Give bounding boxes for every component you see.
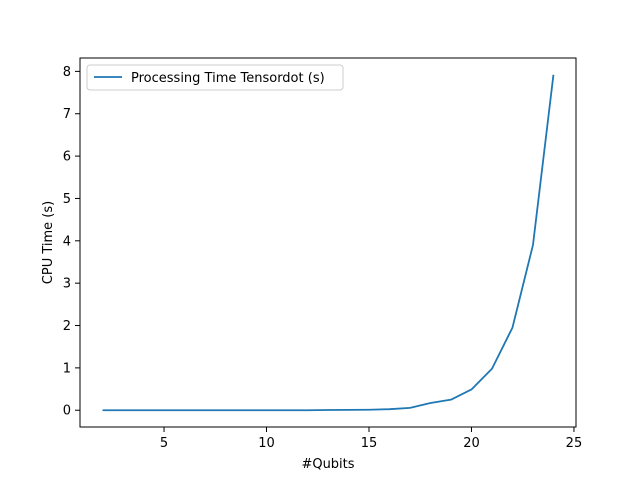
y-tick-label: 1 bbox=[63, 361, 71, 376]
y-tick-label: 3 bbox=[63, 277, 71, 292]
x-tick-label: 25 bbox=[566, 436, 583, 451]
x-axis-ticks: 5 10 15 20 25 bbox=[160, 427, 582, 451]
legend-box bbox=[86, 64, 344, 91]
y-tick-label: 4 bbox=[63, 234, 71, 249]
y-tick-label: 7 bbox=[63, 107, 71, 122]
legend: Processing Time Tensordot (s) bbox=[86, 64, 344, 91]
x-axis-label: #Qubits bbox=[301, 457, 354, 472]
series-layer bbox=[102, 74, 555, 412]
y-tick-label: 6 bbox=[63, 150, 71, 165]
y-tick-label: 5 bbox=[63, 192, 71, 207]
plot-background bbox=[80, 58, 576, 427]
y-axis-label: CPU Time (s) bbox=[41, 201, 56, 284]
x-tick-label: 10 bbox=[258, 436, 275, 451]
y-tick-label: 8 bbox=[63, 65, 71, 80]
plot-frame bbox=[79, 57, 577, 428]
legend-label: Processing Time Tensordot (s) bbox=[131, 71, 325, 86]
x-tick-label: 20 bbox=[463, 436, 480, 451]
x-tick-label: 15 bbox=[361, 436, 378, 451]
x-tick-label: 5 bbox=[160, 436, 168, 451]
y-axis-ticks: 0 1 2 3 4 5 6 7 8 bbox=[63, 65, 80, 419]
y-tick-label: 2 bbox=[63, 319, 71, 334]
y-tick-label: 0 bbox=[63, 404, 71, 419]
series-line bbox=[102, 74, 555, 412]
